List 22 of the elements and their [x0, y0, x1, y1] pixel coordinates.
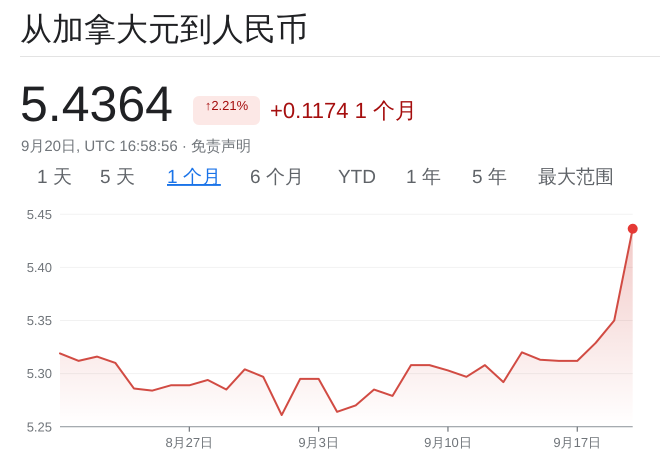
text: ↑2.21% — [204, 98, 249, 113]
text: 5 年 — [472, 167, 507, 188]
y-tick-label: 5.30 — [26, 366, 52, 382]
text: 1 天 — [37, 167, 72, 188]
text: +0.1174 1 个月 — [270, 98, 417, 123]
text: 5 天 — [100, 167, 135, 188]
text: 最大范围 — [538, 167, 614, 188]
x-tick-label: 8月27日 — [165, 435, 214, 450]
chart-title: 从加拿大元到人民币 — [20, 11, 308, 47]
text: YTD — [338, 167, 376, 188]
text: 6 个月 — [250, 167, 304, 188]
text: 1 年 — [406, 167, 441, 188]
x-tick-label: 9月3日 — [298, 435, 339, 450]
text: 5.4364 — [20, 76, 173, 132]
y-tick-label: 5.45 — [26, 206, 52, 222]
x-tick-label: 9月10日 — [424, 435, 472, 450]
chart-subtitle: 9月20日, UTC 16:58:56 · 免责声明 — [21, 138, 252, 155]
y-tick-label: 5.40 — [26, 260, 52, 275]
y-tick-label: 5.25 — [26, 419, 52, 434]
text: 1 个月 — [167, 167, 221, 188]
x-tick-label: 9月17日 — [553, 435, 602, 450]
y-tick-label: 5.35 — [26, 313, 52, 328]
